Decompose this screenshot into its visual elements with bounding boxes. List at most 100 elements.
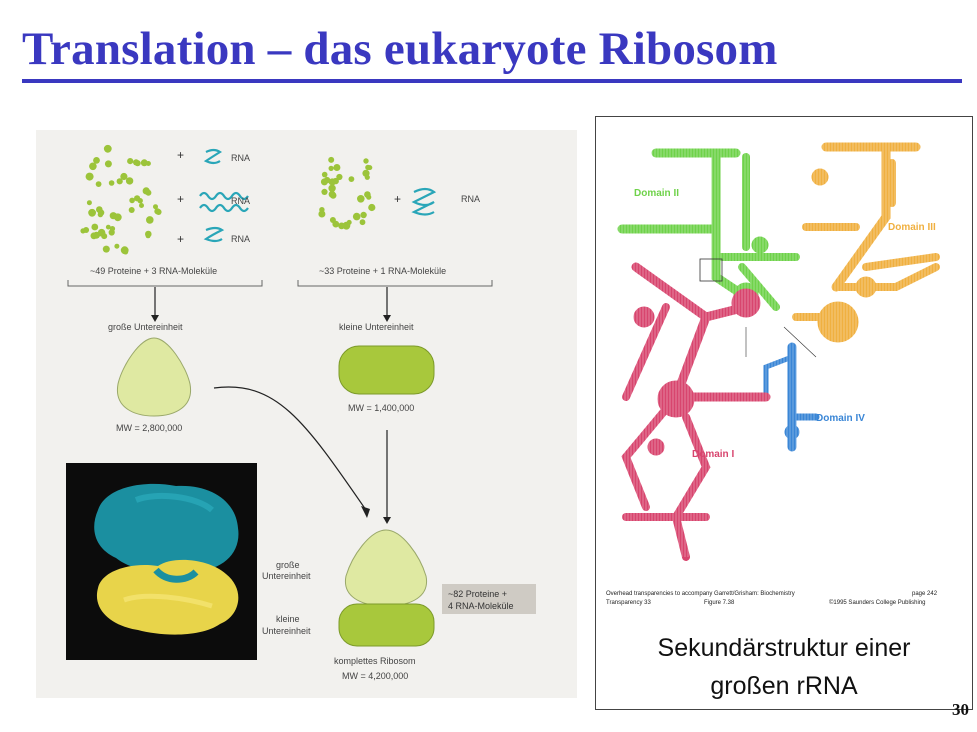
rrna-structure-graphics	[615, 137, 956, 561]
complete-small-subunit	[338, 603, 435, 647]
protein-dot	[318, 210, 326, 218]
protein-dot	[95, 181, 102, 187]
bracket-small	[297, 280, 493, 287]
protein-dot	[362, 169, 370, 177]
protein-dot	[86, 200, 92, 206]
protein-dot	[83, 227, 90, 233]
protein-dot	[128, 207, 135, 213]
rrna-secondary-structure-figure: Domain II Domain III Domain IV Domain I …	[595, 116, 973, 710]
rna-label-3: RNA	[231, 234, 251, 244]
large-subunit-label: große Untereinheit	[108, 322, 183, 332]
protein-dot	[360, 211, 367, 219]
protein-dot	[97, 211, 104, 218]
protein-dot	[154, 208, 161, 215]
caption-line2: großen rRNA	[710, 672, 858, 700]
protein-dot	[109, 212, 117, 220]
caption-line1: Sekundärstruktur einer	[657, 634, 911, 662]
protein-dot	[323, 176, 331, 184]
small-mw: MW = 1,400,000	[348, 403, 415, 413]
protein-dot	[363, 158, 369, 164]
rna-label-2: RNA	[231, 196, 251, 206]
protein-dot	[153, 204, 158, 210]
protein-dot	[129, 197, 135, 204]
protein-dot	[93, 157, 100, 164]
small-subunit-label: kleine Untereinheit	[339, 322, 414, 332]
bracket-large	[67, 280, 263, 287]
assembled-large-line1: große	[276, 560, 300, 570]
complete-mw: MW = 4,200,000	[342, 671, 409, 681]
protein-dot	[85, 172, 94, 181]
rna-strand-2b	[199, 203, 249, 213]
rna-strand-2	[199, 191, 249, 201]
complete-ribosome-label: komplettes Ribosom	[334, 656, 416, 666]
title-underline	[22, 79, 962, 83]
large-mw: MW = 2,800,000	[116, 423, 183, 433]
credit-page: page 242	[912, 591, 938, 597]
credit-copyright: ©1995 Saunders College Publishing	[829, 600, 926, 606]
combined-line2: 4 RNA-Moleküle	[448, 601, 514, 611]
assembled-large-line2: Untereinheit	[262, 571, 311, 581]
small-subunit-shape	[338, 345, 435, 395]
assembly-graphics: + + + +	[66, 144, 493, 660]
credit-line1: Overhead transparencies to accompany Gar…	[606, 591, 795, 597]
assembled-small-line1: kleine	[276, 614, 300, 624]
protein-dot	[333, 164, 341, 171]
protein-dot	[319, 207, 325, 213]
rna-strand-1	[203, 148, 223, 165]
protein-cluster-large	[80, 144, 162, 255]
large-group-caption: ~49 Proteine + 3 RNA-Moleküle	[90, 266, 218, 276]
protein-dot	[332, 220, 340, 228]
protein-dot	[127, 158, 134, 165]
protein-dot	[368, 203, 376, 212]
protein-dot	[328, 156, 335, 163]
protein-dot	[137, 198, 143, 204]
arrow-large-to-complete	[213, 386, 367, 511]
protein-dot	[352, 212, 361, 221]
protein-dot	[346, 219, 352, 225]
domain-iv-structure	[763, 342, 820, 452]
domain-iii-label: Domain III	[888, 222, 936, 233]
protein-dot	[105, 224, 111, 230]
domain-iv-label: Domain IV	[816, 413, 865, 424]
rna-label-small: RNA	[461, 194, 481, 204]
protein-dot	[134, 160, 141, 167]
svg-text:+: +	[177, 232, 184, 246]
protein-dot	[321, 171, 328, 178]
svg-text:+: +	[177, 148, 184, 162]
protein-dot	[139, 203, 144, 208]
protein-cluster-small	[318, 156, 376, 230]
protein-dot	[102, 245, 110, 253]
protein-dot	[145, 189, 152, 196]
protein-dot	[145, 230, 152, 238]
protein-dot	[357, 195, 365, 203]
protein-dot	[321, 188, 328, 195]
protein-dot	[365, 164, 371, 171]
protein-dot	[140, 159, 148, 167]
page-number: 30	[952, 700, 969, 719]
domain-ii-label: Domain II	[634, 188, 680, 199]
protein-dot	[338, 222, 345, 230]
protein-dot	[120, 172, 128, 181]
protein-dot	[109, 226, 116, 232]
protein-dot	[89, 162, 97, 171]
rna-strand-3	[203, 226, 225, 243]
protein-dot	[97, 228, 106, 237]
svg-text:+: +	[394, 192, 401, 206]
assembled-small-line2: Untereinheit	[262, 626, 311, 636]
protein-dot	[116, 178, 123, 185]
protein-dot	[91, 223, 99, 231]
protein-dot	[336, 173, 343, 181]
complete-large-subunit	[344, 529, 428, 607]
credit-transparency: Transparency 33	[606, 600, 651, 606]
protein-dot	[123, 249, 129, 255]
rna-label-1: RNA	[231, 153, 251, 163]
protein-dot	[88, 208, 96, 217]
credit-figure: Figure 7.38	[704, 600, 735, 606]
protein-dot	[125, 177, 134, 185]
svg-text:+: +	[177, 192, 184, 206]
ribosome-assembly-figure: + + + + RNA	[36, 130, 577, 698]
protein-dot	[103, 144, 112, 153]
protein-dot	[329, 192, 337, 199]
protein-dot	[96, 206, 103, 213]
small-group-caption: ~33 Proteine + 1 RNA-Moleküle	[319, 266, 447, 276]
